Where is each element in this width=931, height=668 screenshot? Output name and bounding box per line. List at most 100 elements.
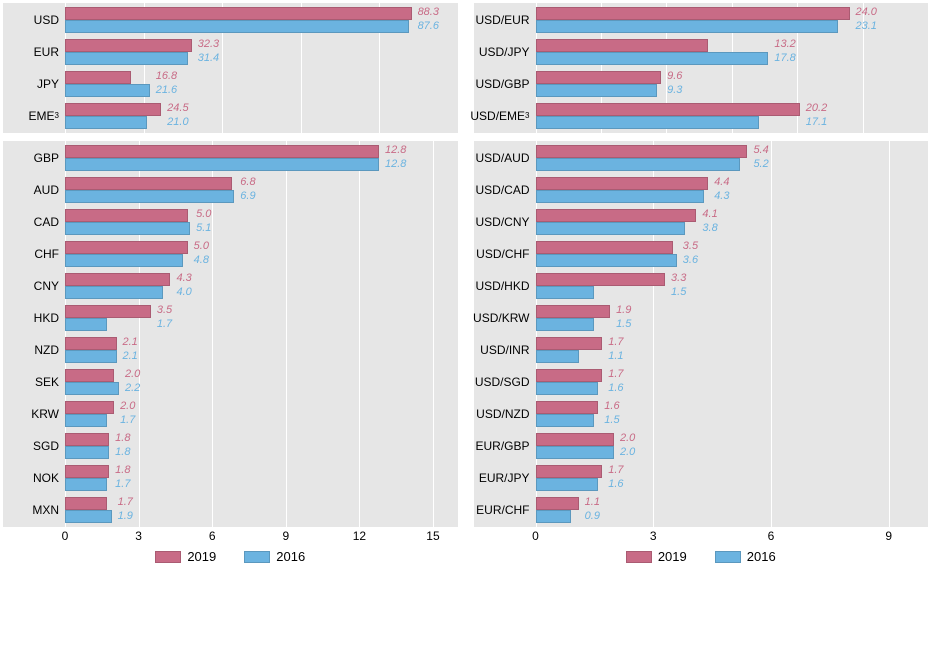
bar-row: EUR/CHF1.10.9 — [474, 497, 929, 523]
bar-2019 — [65, 401, 114, 414]
bar-2019 — [536, 177, 709, 190]
chart-panel-bottom-right: USD/AUD5.45.2USD/CAD4.44.3USD/CNY4.13.8U… — [473, 140, 930, 567]
bar-2019 — [536, 103, 800, 116]
bar-row: USD/SGD1.71.6 — [474, 369, 929, 395]
bar-row: USD/JPY13.217.8 — [474, 39, 929, 65]
bar-2019 — [65, 71, 131, 84]
category-label: CHF — [3, 241, 65, 267]
legend-label: 2016 — [276, 549, 305, 564]
bar-2019 — [536, 71, 662, 84]
bar-row: HKD3.51.7 — [3, 305, 458, 331]
value-label-2016: 21.6 — [156, 84, 177, 96]
bar-2016 — [65, 84, 150, 97]
category-label: USD/INR — [474, 337, 536, 363]
bar-row: KRW 2.0 1.7 — [3, 401, 458, 427]
bar-2019 — [65, 305, 151, 318]
value-label-2016: 1.7 — [120, 414, 135, 426]
bar-row: SEK2.02.2 — [3, 369, 458, 395]
value-label-2016: 1.7 — [115, 478, 130, 490]
category-label: CNY — [3, 273, 65, 299]
category-label: MXN — [3, 497, 65, 523]
bar-row: MXN1.71.9 — [3, 497, 458, 523]
bar-2019 — [65, 209, 188, 222]
bar-2019 — [65, 273, 170, 286]
bar-2019 — [65, 103, 161, 116]
bar-2019 — [536, 401, 599, 414]
bar-2016 — [536, 414, 595, 427]
bar-2019 — [65, 337, 117, 350]
legend-label: 2019 — [658, 549, 687, 564]
category-label: USD/GBP — [474, 71, 536, 97]
bar-2016 — [536, 510, 571, 523]
value-label-2019: 2.0 — [620, 433, 635, 444]
bar-2016 — [536, 52, 769, 65]
category-label: USD/SGD — [474, 369, 536, 395]
x-tick: 9 — [885, 529, 892, 543]
bar-2019 — [536, 369, 603, 382]
category-label: CAD — [3, 209, 65, 235]
bar-row: SGD1.81.8 — [3, 433, 458, 459]
value-label-2019: 5.0 — [194, 241, 209, 252]
bar-2019 — [536, 241, 673, 254]
bar-2019 — [65, 369, 114, 382]
category-label: KRW — [3, 401, 65, 427]
bar-2016 — [65, 52, 188, 65]
value-label-2019: 2.1 — [123, 337, 138, 348]
category-label: USD/KRW — [474, 305, 536, 331]
bar-2019 — [536, 337, 603, 350]
value-label-2016: 1.6 — [608, 478, 623, 490]
bar-row: USD/EME320.217.1 — [474, 103, 929, 129]
value-label-2016: 0.9 — [585, 510, 600, 522]
bar-row: EUR/GBP2.02.0 — [474, 433, 929, 459]
bar-2019 — [65, 145, 379, 158]
value-label-2016: 5.1 — [196, 222, 211, 234]
bar-2016 — [536, 20, 838, 33]
category-label: USD/EME3 — [474, 103, 536, 129]
category-label: NOK — [3, 465, 65, 491]
value-label-2016: 3.6 — [683, 254, 698, 266]
bar-row: USD/CNY 4.1 3.8 — [474, 209, 929, 235]
category-label: EUR/GBP — [474, 433, 536, 459]
bar-2019 — [536, 465, 603, 478]
x-tick: 6 — [209, 529, 216, 543]
value-label-2019: 24.5 — [167, 103, 188, 114]
value-label-2016: 1.5 — [616, 318, 631, 330]
bar-row: EME324.521.0 — [3, 103, 458, 129]
bar-2019 — [536, 273, 666, 286]
value-label-2019: 4.1 — [702, 209, 717, 220]
bar-row: USD/NZD1.61.5 — [474, 401, 929, 427]
bar-2019 — [65, 241, 188, 254]
bar-row: CHF5.04.8 — [3, 241, 458, 267]
category-label: EUR/JPY — [474, 465, 536, 491]
bar-row: USD/AUD5.45.2 — [474, 145, 929, 171]
bar-2019 — [536, 209, 697, 222]
x-axis: 0369 — [536, 527, 929, 545]
chart-panel-bottom-left: GBP12.812.8AUD6.86.9CAD5.05.1CHF5.04.8CN… — [2, 140, 459, 567]
bar-2016 — [65, 350, 117, 363]
bar-2016 — [536, 254, 677, 267]
legend-item: 2016 — [244, 549, 305, 564]
bar-2016 — [65, 318, 107, 331]
bar-2019 — [536, 305, 611, 318]
value-label-2019: 24.0 — [856, 7, 877, 18]
value-label-2016: 4.3 — [714, 190, 729, 202]
value-label-2019: 1.9 — [616, 305, 631, 316]
value-label-2019: 3.3 — [671, 273, 686, 284]
value-label-2016: 2.1 — [123, 350, 138, 362]
bar-row: JPY16.821.6 — [3, 71, 458, 97]
category-label: USD/CNY — [474, 209, 536, 235]
bar-2019 — [65, 39, 192, 52]
value-label-2019: 13.2 — [774, 39, 795, 50]
value-label-2016: 2.2 — [125, 382, 140, 394]
value-label-2019: 4.4 — [714, 177, 729, 188]
value-label-2016: 3.8 — [702, 222, 717, 234]
value-label-2016: 9.3 — [667, 84, 682, 96]
legend-swatch — [715, 551, 741, 563]
bar-row: CAD5.05.1 — [3, 209, 458, 235]
value-label-2019: 2.0 — [120, 401, 135, 412]
category-label: AUD — [3, 177, 65, 203]
category-label: HKD — [3, 305, 65, 331]
category-label: SGD — [3, 433, 65, 459]
bar-2016 — [65, 382, 119, 395]
bar-2016 — [65, 222, 190, 235]
